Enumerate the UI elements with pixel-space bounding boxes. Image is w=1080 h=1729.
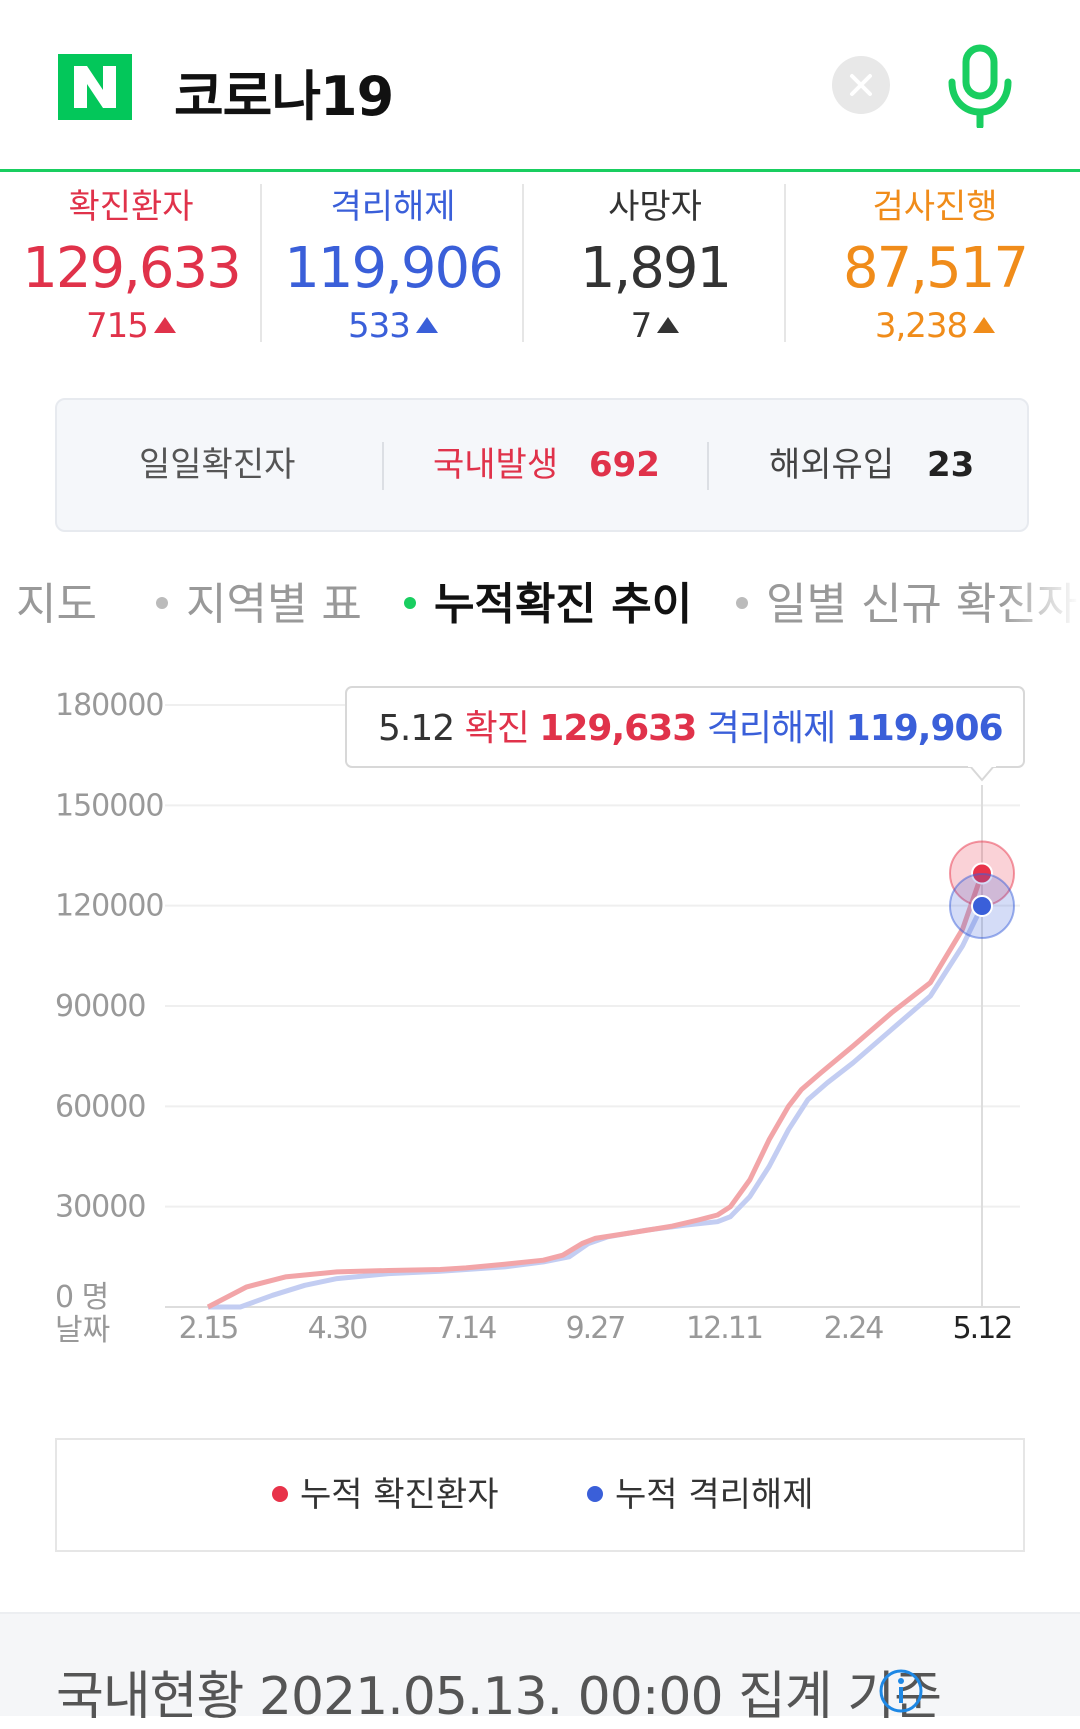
confirmed-series-line bbox=[206, 872, 985, 1310]
tooltip-released-value: 119,906 bbox=[846, 708, 1003, 749]
stat-value: 119,906 bbox=[284, 236, 504, 301]
x-axis-label: 날짜 bbox=[55, 1313, 110, 1348]
search-header: 코로나19 bbox=[0, 0, 1080, 172]
tooltip-confirmed-value: 129,633 bbox=[539, 708, 696, 749]
daily-label: 일일확진자 bbox=[139, 445, 296, 485]
stat-delta: 715 bbox=[0, 304, 262, 348]
bullet-icon bbox=[156, 597, 168, 609]
domestic-label: 국내발생 bbox=[433, 445, 559, 485]
stat-delta-value: 7 bbox=[630, 306, 653, 346]
tab-label: 지역별 표 bbox=[186, 579, 362, 630]
x-tick-label: 7.14 bbox=[437, 1311, 497, 1346]
stat-label: 검사진행 bbox=[872, 187, 998, 227]
tab-map[interactable]: 지도 bbox=[0, 570, 97, 640]
blue-dot-icon bbox=[587, 1486, 603, 1502]
chart-tabs: 지도 지역별 표 누적확진 추이 일별 신규 확진자 bbox=[0, 570, 1080, 640]
y-tick-label: 60000 bbox=[55, 1089, 145, 1124]
bullet-icon bbox=[736, 597, 748, 609]
tabs-fade bbox=[1000, 570, 1080, 640]
stat-value: 87,517 bbox=[843, 236, 1029, 301]
stat-label: 사망자 bbox=[608, 187, 702, 227]
x-tick-label: 2.24 bbox=[824, 1311, 884, 1346]
tab-label: 누적확진 추이 bbox=[434, 579, 693, 630]
bullet-icon bbox=[404, 597, 416, 609]
overseas-value: 23 bbox=[926, 445, 975, 485]
y-tick-label: 120000 bbox=[55, 889, 164, 924]
x-tick-label: 2.15 bbox=[179, 1311, 238, 1346]
aggregation-note: 국내현황 2021.05.13. 00:00 집계 기준 bbox=[56, 1667, 942, 1727]
tooltip-date: 5.12 bbox=[378, 708, 454, 749]
y-tick-label: 0 명 bbox=[55, 1280, 108, 1315]
tab-cumulative-trend[interactable]: 누적확진 추이 bbox=[404, 570, 692, 640]
stat-deaths[interactable]: 사망자 1,891 7 bbox=[524, 184, 786, 346]
divider bbox=[382, 442, 384, 490]
overseas-label: 해외유입 bbox=[769, 445, 895, 485]
overseas-cell: 해외유입 23 bbox=[769, 400, 974, 530]
tooltip-pointer bbox=[969, 765, 995, 782]
stat-value: 129,633 bbox=[22, 236, 242, 301]
stat-delta: 7 bbox=[524, 304, 786, 348]
chart-legend: 누적 확진환자 누적 격리해제 bbox=[55, 1438, 1025, 1552]
stat-delta: 533 bbox=[262, 304, 524, 348]
chart-svg[interactable]: 180000 150000 120000 90000 60000 30000 0 명날짜 2.… bbox=[0, 670, 1080, 1370]
x-tick-label: 5.12 bbox=[953, 1311, 1012, 1346]
stat-delta-value: 3,238 bbox=[874, 306, 968, 346]
stat-released[interactable]: 격리해제 119,906 533 bbox=[262, 184, 524, 346]
stat-label: 확진환자 bbox=[68, 187, 194, 227]
legend-label: 누적 확진환자 bbox=[300, 1475, 499, 1515]
legend-item-released: 누적 격리해제 bbox=[587, 1440, 814, 1550]
divider bbox=[522, 184, 524, 342]
x-tick-label: 4.30 bbox=[308, 1311, 368, 1346]
x-tick-label: 9.27 bbox=[566, 1311, 625, 1346]
cumulative-chart[interactable]: 180000 150000 120000 90000 60000 30000 0 명 날짜 2.… bbox=[0, 670, 1080, 1370]
tab-label: 지도 bbox=[16, 579, 97, 630]
divider bbox=[707, 442, 709, 490]
y-tick-label: 150000 bbox=[55, 788, 164, 823]
stat-label: 격리해제 bbox=[330, 187, 456, 227]
released-end-point bbox=[971, 894, 993, 917]
tooltip-confirmed-label: 확진 bbox=[454, 708, 539, 749]
increase-triangle-icon bbox=[415, 317, 438, 333]
increase-triangle-icon bbox=[973, 317, 996, 333]
close-icon bbox=[850, 74, 872, 96]
tab-region-table[interactable]: 지역별 표 bbox=[156, 570, 362, 640]
stat-testing[interactable]: 검사진행 87,517 3,238 bbox=[804, 184, 1066, 346]
x-tick-label: 12.11 bbox=[686, 1311, 762, 1346]
stat-delta: 3,238 bbox=[804, 304, 1066, 348]
microphone-icon[interactable] bbox=[944, 44, 1016, 128]
search-query[interactable]: 코로나19 bbox=[174, 65, 394, 128]
divider bbox=[784, 184, 786, 342]
footer-bar: 국내현황 2021.05.13. 00:00 집계 기준 bbox=[0, 1612, 1080, 1727]
y-tick-label: 180000 bbox=[55, 688, 164, 723]
tooltip-released-label: 격리해제 bbox=[696, 708, 845, 749]
domestic-value: 692 bbox=[588, 445, 660, 485]
increase-triangle-icon bbox=[153, 317, 176, 333]
increase-triangle-icon bbox=[657, 317, 680, 333]
tooltip-text: 5.12 확진 129,633 격리해제 119,906 bbox=[378, 708, 1003, 749]
divider bbox=[260, 184, 262, 342]
legend-label: 누적 격리해제 bbox=[615, 1475, 814, 1515]
stat-confirmed[interactable]: 확진환자 129,633 715 bbox=[0, 184, 262, 346]
stats-summary: 확진환자 129,633 715 격리해제 119,906 533 사망자 1,… bbox=[0, 172, 1080, 346]
clear-search-button[interactable] bbox=[832, 56, 890, 114]
tooltip-pointer-mask bbox=[968, 762, 996, 767]
daily-confirmed-box: 일일확진자 국내발생 692 해외유입 23 bbox=[55, 398, 1029, 532]
domestic-cell: 국내발생 692 bbox=[433, 400, 660, 530]
red-dot-icon bbox=[272, 1486, 288, 1502]
tooltip-box bbox=[345, 686, 1025, 768]
stat-delta-value: 715 bbox=[86, 306, 149, 346]
stat-delta-value: 533 bbox=[348, 306, 411, 346]
naver-logo-icon[interactable] bbox=[58, 54, 132, 120]
info-icon[interactable] bbox=[878, 1668, 924, 1714]
stat-value: 1,891 bbox=[579, 236, 732, 301]
y-tick-label: 30000 bbox=[55, 1190, 145, 1225]
y-tick-label: 90000 bbox=[55, 989, 145, 1024]
legend-item-confirmed: 누적 확진환자 bbox=[272, 1440, 499, 1550]
